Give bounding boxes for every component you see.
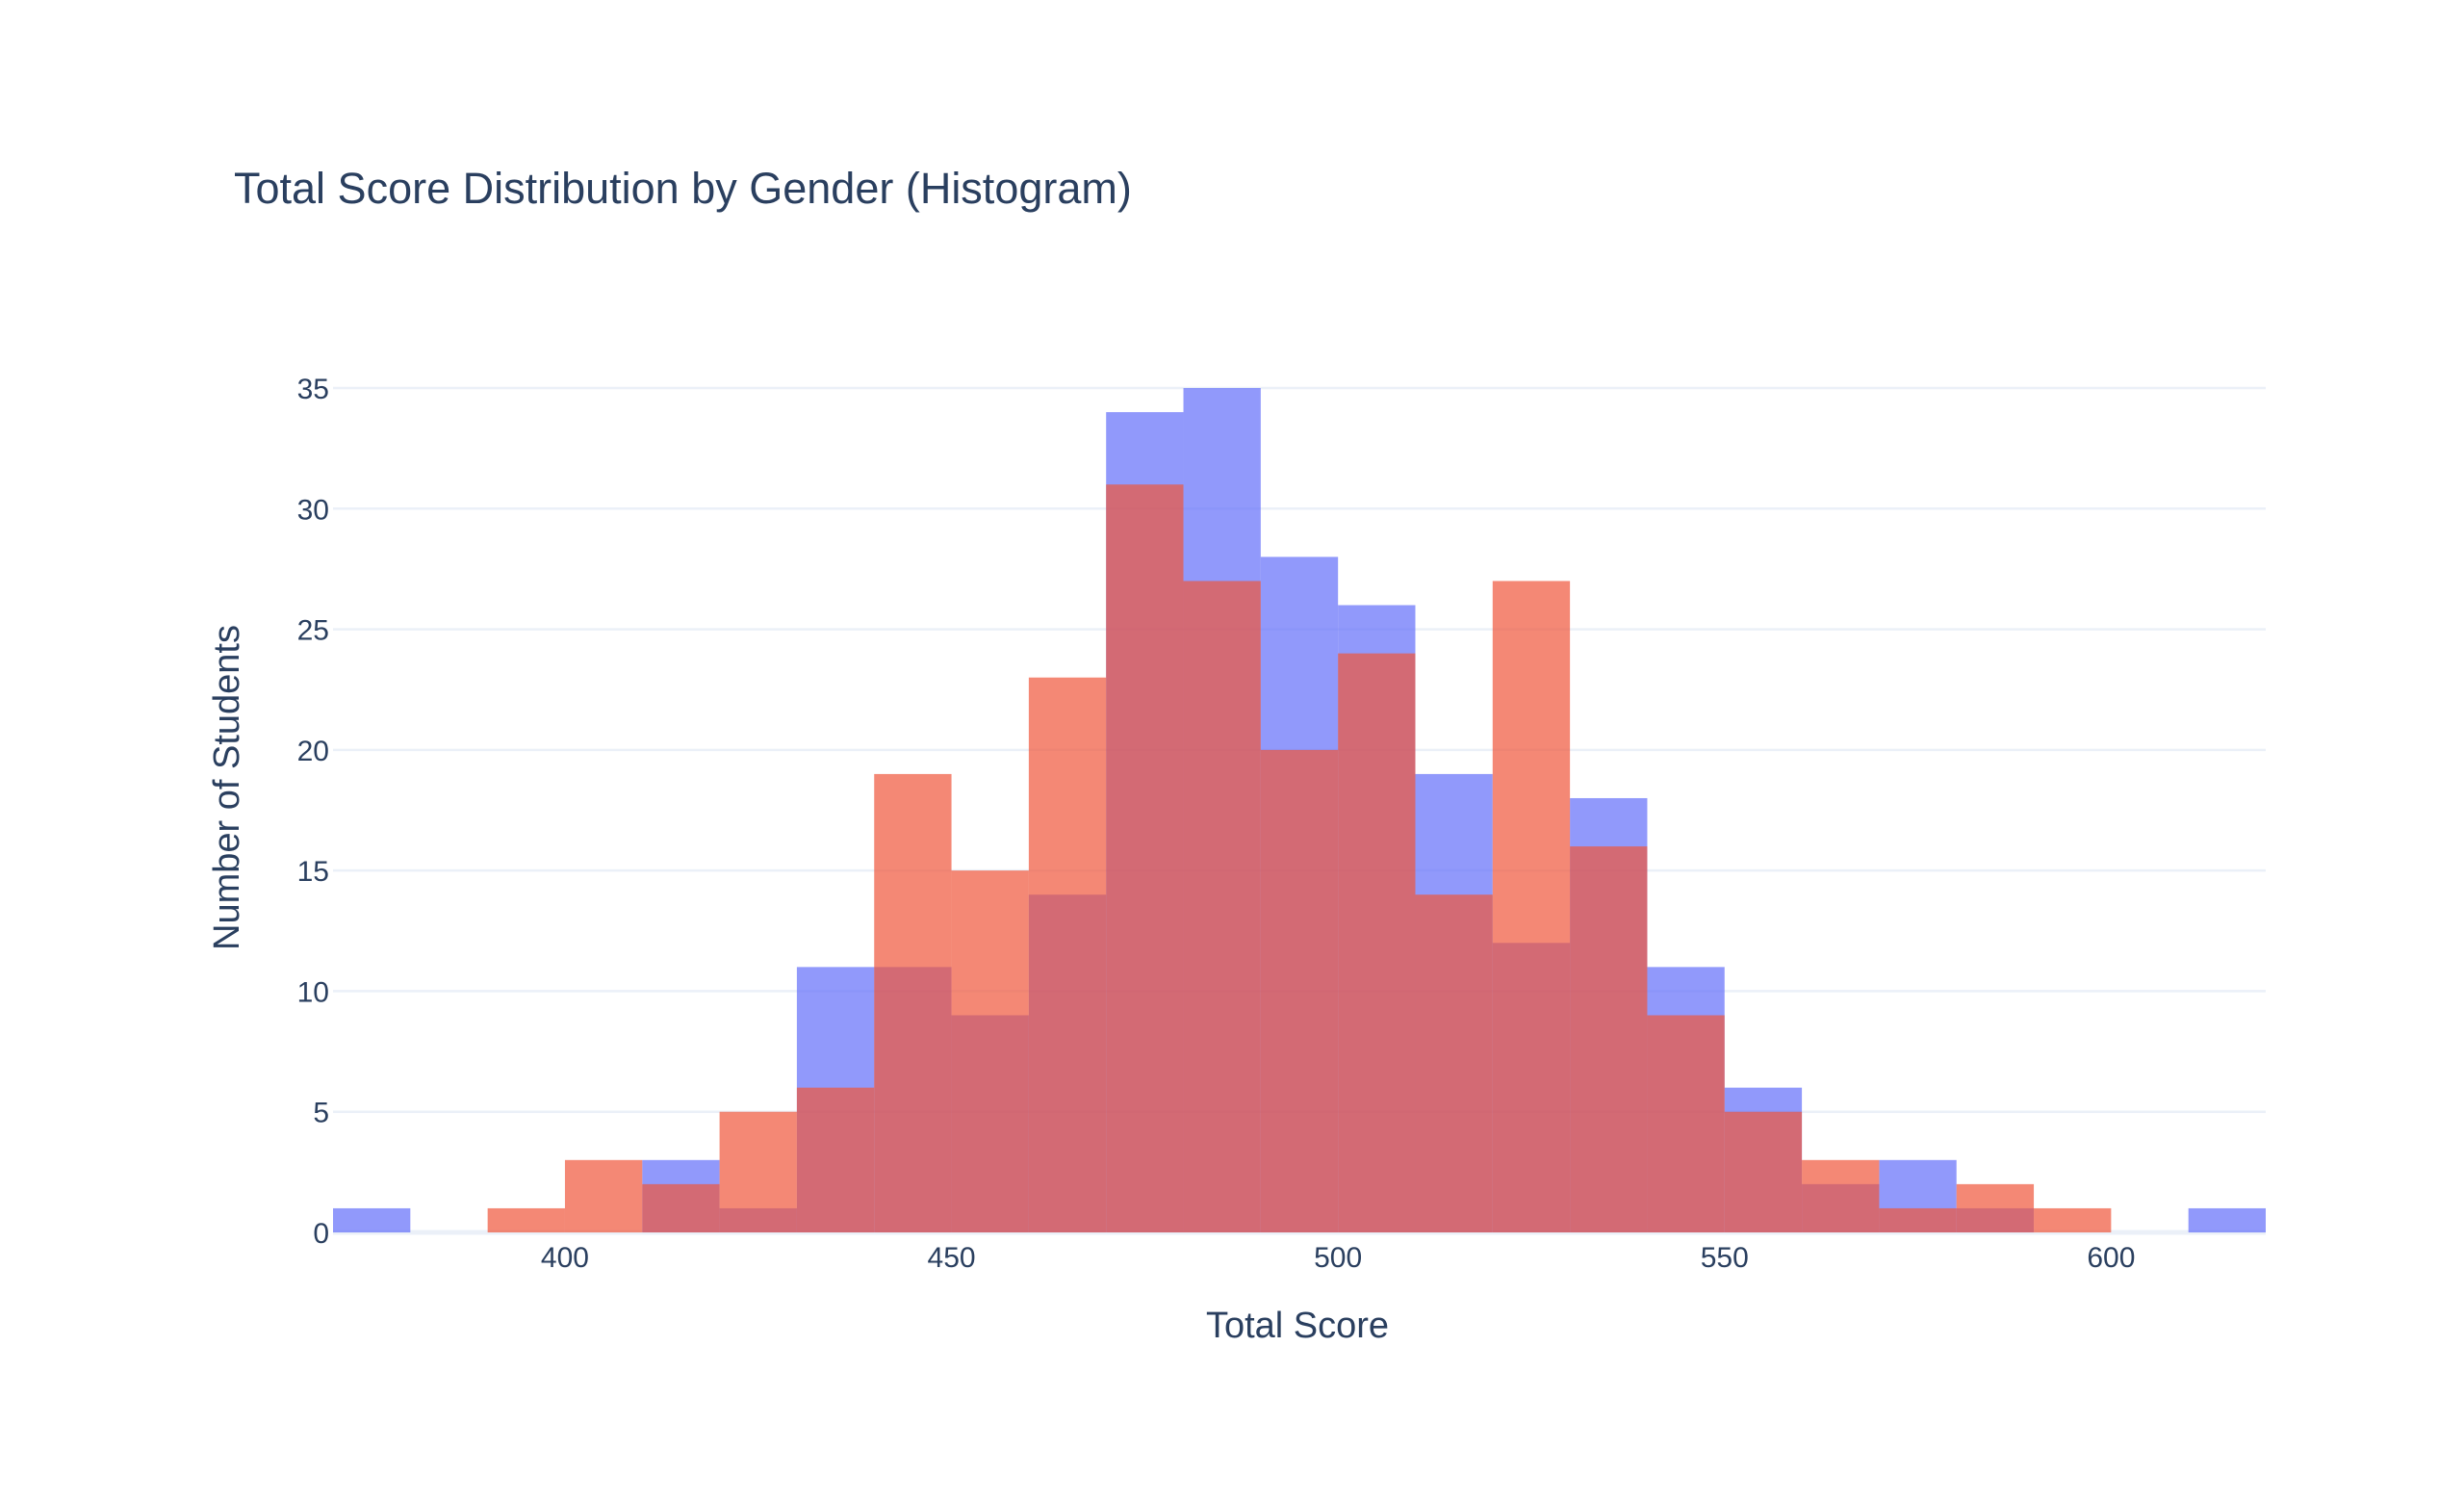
histogram-bar[interactable] (874, 773, 952, 1232)
histogram-bar[interactable] (796, 1087, 875, 1232)
y-tick-label: 35 (297, 374, 329, 405)
histogram-bar[interactable] (1183, 581, 1261, 1232)
x-tick-label: 500 (1314, 1242, 1362, 1274)
histogram-bar[interactable] (1879, 1207, 1957, 1232)
x-tick-label: 550 (1701, 1242, 1749, 1274)
histogram-bar[interactable] (1338, 653, 1416, 1232)
y-axis-title: Number of Students (207, 625, 247, 950)
y-tick-label: 20 (297, 736, 329, 767)
y-tick-label: 5 (313, 1098, 329, 1129)
histogram-bar[interactable] (2188, 1207, 2266, 1232)
histogram-bar[interactable] (1647, 1015, 1725, 1232)
axis-ticks: 0 5 10 15 20 25 30 35 400 450 500 550 600 (297, 374, 2136, 1274)
x-tick-label: 600 (2087, 1242, 2135, 1274)
y-tick-label: 10 (297, 976, 329, 1008)
x-tick-label: 450 (928, 1242, 976, 1274)
histogram-bars (333, 388, 2266, 1232)
x-axis-title: Total Score (1206, 1306, 1389, 1346)
series-red (487, 484, 2112, 1232)
histogram-bar[interactable] (333, 1207, 411, 1232)
x-tick-label: 400 (541, 1242, 589, 1274)
histogram-bar[interactable] (564, 1159, 643, 1232)
chart-title: Total Score Distribution by Gender (Hist… (234, 164, 1132, 213)
histogram-bar[interactable] (1956, 1183, 2035, 1232)
y-tick-label: 30 (297, 494, 329, 526)
y-tick-label: 15 (297, 856, 329, 888)
histogram-bar[interactable] (719, 1111, 797, 1232)
histogram-bar[interactable] (1724, 1111, 1803, 1232)
histogram-bar[interactable] (1028, 677, 1107, 1232)
y-tick-label: 25 (297, 615, 329, 647)
histogram-bar[interactable] (1570, 846, 1648, 1232)
histogram-bar[interactable] (487, 1207, 565, 1232)
y-tick-label: 0 (313, 1218, 329, 1250)
histogram-bar[interactable] (642, 1183, 720, 1232)
histogram-bar[interactable] (1260, 749, 1339, 1232)
histogram-bar[interactable] (951, 870, 1029, 1232)
histogram-bar[interactable] (1106, 484, 1184, 1232)
histogram-bar[interactable] (1492, 581, 1571, 1232)
histogram-bar[interactable] (2034, 1207, 2112, 1232)
histogram-bar[interactable] (1802, 1159, 1880, 1232)
histogram-bar[interactable] (1415, 894, 1493, 1232)
